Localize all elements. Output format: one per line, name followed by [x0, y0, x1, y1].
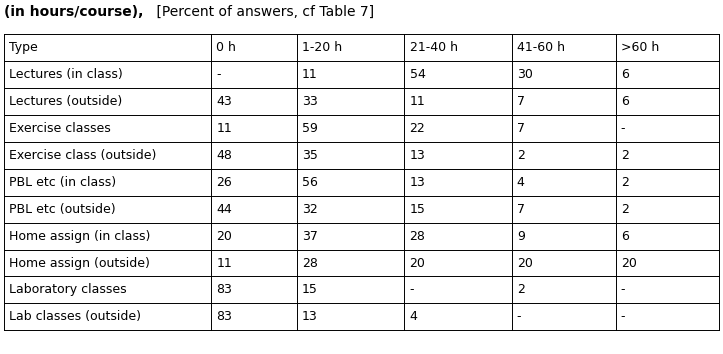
Text: 2: 2	[517, 284, 525, 296]
Text: 6: 6	[620, 95, 628, 108]
Text: 1-20 h: 1-20 h	[302, 41, 342, 54]
Text: 7: 7	[517, 122, 525, 135]
Text: 15: 15	[302, 284, 318, 296]
Text: 41-60 h: 41-60 h	[517, 41, 565, 54]
Text: 4: 4	[517, 176, 525, 189]
Text: 37: 37	[302, 230, 318, 242]
Text: [Percent of answers, cf Table 7]: [Percent of answers, cf Table 7]	[152, 5, 374, 19]
Text: -: -	[620, 310, 625, 323]
Text: 83: 83	[216, 284, 232, 296]
Text: 0 h: 0 h	[216, 41, 236, 54]
Text: 9: 9	[517, 230, 525, 242]
Text: 32: 32	[302, 203, 318, 216]
Text: 44: 44	[216, 203, 232, 216]
Text: PBL etc (in class): PBL etc (in class)	[9, 176, 116, 189]
Text: PBL etc (outside): PBL etc (outside)	[9, 203, 115, 216]
Text: 28: 28	[409, 230, 425, 242]
Text: 13: 13	[409, 176, 425, 189]
Text: Type: Type	[9, 41, 38, 54]
Text: 11: 11	[409, 95, 425, 108]
Text: 2: 2	[620, 176, 628, 189]
Text: 11: 11	[302, 68, 318, 81]
Text: 11: 11	[216, 257, 232, 269]
Text: 7: 7	[517, 95, 525, 108]
Text: 83: 83	[216, 310, 232, 323]
Text: 13: 13	[409, 149, 425, 162]
Text: 4: 4	[409, 310, 417, 323]
Text: 30: 30	[517, 68, 533, 81]
Text: 6: 6	[620, 230, 628, 242]
Text: 20: 20	[216, 230, 232, 242]
Text: >60 h: >60 h	[620, 41, 659, 54]
Text: 54: 54	[409, 68, 425, 81]
Text: 2: 2	[620, 203, 628, 216]
Text: 7: 7	[517, 203, 525, 216]
Text: -: -	[216, 68, 221, 81]
Text: 11: 11	[216, 122, 232, 135]
Text: 6: 6	[620, 68, 628, 81]
Text: Exercise classes: Exercise classes	[9, 122, 111, 135]
Text: 35: 35	[302, 149, 318, 162]
Text: 21-40 h: 21-40 h	[409, 41, 458, 54]
Text: Home assign (in class): Home assign (in class)	[9, 230, 150, 242]
Text: 28: 28	[302, 257, 318, 269]
Text: 59: 59	[302, 122, 318, 135]
Text: 48: 48	[216, 149, 232, 162]
Text: 43: 43	[216, 95, 232, 108]
Text: -: -	[620, 284, 625, 296]
Text: Lab classes (outside): Lab classes (outside)	[9, 310, 141, 323]
Text: -: -	[620, 122, 625, 135]
Text: -: -	[409, 284, 414, 296]
Text: 20: 20	[620, 257, 636, 269]
Text: 26: 26	[216, 176, 232, 189]
Text: 22: 22	[409, 122, 425, 135]
Text: 15: 15	[409, 203, 425, 216]
Text: Exercise class (outside): Exercise class (outside)	[9, 149, 156, 162]
Text: (in hours/course),: (in hours/course),	[4, 5, 143, 19]
Text: 2: 2	[620, 149, 628, 162]
Text: Lectures (outside): Lectures (outside)	[9, 95, 122, 108]
Text: Lectures (in class): Lectures (in class)	[9, 68, 122, 81]
Text: Laboratory classes: Laboratory classes	[9, 284, 127, 296]
Text: 33: 33	[302, 95, 318, 108]
Text: 13: 13	[302, 310, 318, 323]
Text: 56: 56	[302, 176, 318, 189]
Text: -: -	[517, 310, 521, 323]
Text: 2: 2	[517, 149, 525, 162]
Text: Home assign (outside): Home assign (outside)	[9, 257, 150, 269]
Text: 20: 20	[517, 257, 533, 269]
Text: 20: 20	[409, 257, 425, 269]
